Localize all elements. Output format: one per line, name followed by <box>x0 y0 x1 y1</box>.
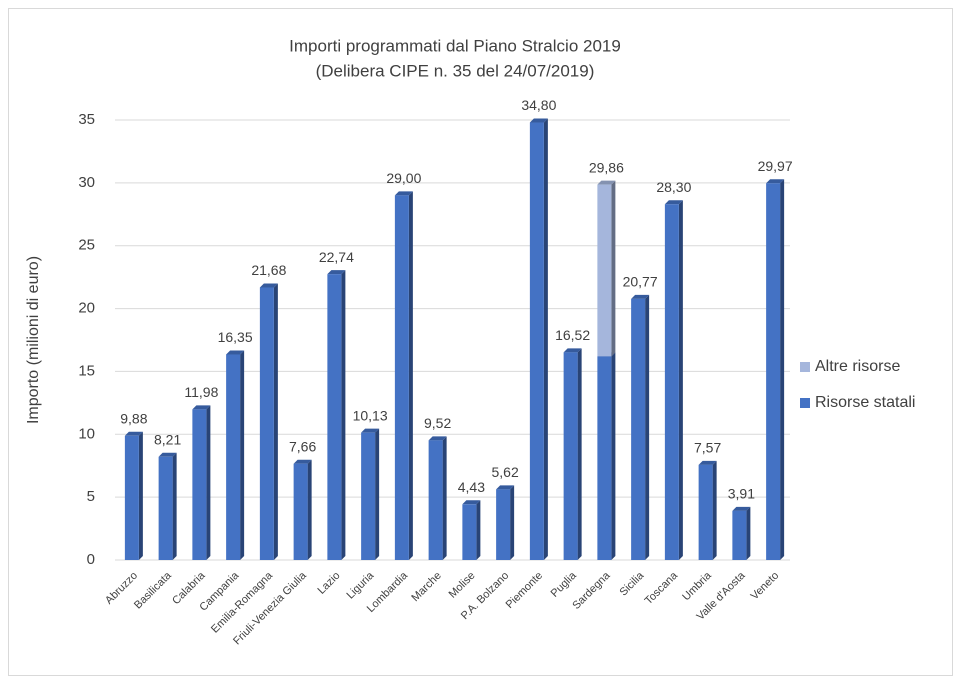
bar-side <box>543 118 548 560</box>
legend-label: Risorse statali <box>815 394 915 411</box>
bar-side <box>611 180 616 357</box>
value-label: 4,43 <box>458 479 485 495</box>
bar-side <box>240 350 245 560</box>
bar <box>563 352 578 560</box>
y-tick-label: 25 <box>78 237 95 254</box>
value-label: 8,21 <box>154 431 181 447</box>
bar-top <box>124 431 143 436</box>
legend-label: Altre risorse <box>815 358 900 375</box>
bar-side <box>476 500 481 560</box>
chart-frame <box>8 8 953 676</box>
value-label: 5,62 <box>492 464 519 480</box>
bar-top <box>226 350 245 355</box>
bar-side <box>172 452 177 560</box>
bar <box>124 435 139 560</box>
bar <box>158 456 173 560</box>
bar <box>192 409 207 560</box>
value-label: 7,66 <box>289 438 316 454</box>
bar-side <box>712 460 717 560</box>
value-label: 29,97 <box>758 158 793 174</box>
bar-top <box>158 452 177 457</box>
value-label: 28,30 <box>656 179 691 195</box>
value-label: 21,68 <box>251 262 286 278</box>
bar <box>226 354 241 560</box>
bar-top <box>394 191 413 196</box>
bar-side <box>678 200 683 560</box>
bar-top <box>698 460 717 465</box>
bar-side <box>408 191 413 560</box>
bar <box>766 183 781 560</box>
bar <box>664 204 679 560</box>
bar-top <box>462 500 481 505</box>
bar-top <box>496 485 515 490</box>
bar-top <box>192 405 211 410</box>
y-tick-label: 15 <box>78 362 95 379</box>
value-label: 11,98 <box>184 384 218 400</box>
bar-top <box>597 180 616 185</box>
value-label: 16,35 <box>218 329 253 345</box>
bar-side <box>206 405 211 560</box>
bar-side <box>577 348 582 560</box>
value-label: 9,52 <box>424 415 451 431</box>
bar <box>597 356 612 560</box>
chart-subtitle: (Delibera CIPE n. 35 del 24/07/2019) <box>316 61 595 80</box>
legend-swatch <box>800 362 810 372</box>
value-label: 20,77 <box>623 274 658 290</box>
bar <box>428 440 443 560</box>
bar-top <box>293 459 312 464</box>
bar <box>462 504 477 560</box>
bar-side <box>611 352 616 560</box>
value-label: 9,88 <box>120 410 147 426</box>
y-tick-label: 35 <box>78 111 95 128</box>
bar-side <box>510 485 515 560</box>
bar-side <box>442 436 447 560</box>
bar <box>293 463 308 560</box>
value-label: 3,91 <box>728 486 755 502</box>
bar <box>732 510 747 560</box>
bar-side <box>273 283 278 560</box>
bar-top <box>664 200 683 205</box>
y-tick-label: 30 <box>78 174 95 191</box>
y-tick-label: 0 <box>87 551 95 568</box>
bar-top <box>631 294 650 299</box>
bar-top <box>327 270 346 275</box>
bar <box>259 287 274 560</box>
y-tick-label: 20 <box>78 300 95 317</box>
bar <box>361 432 376 560</box>
bar-top <box>563 348 582 353</box>
chart-title: Importi programmati dal Piano Stralcio 2… <box>289 36 621 55</box>
value-label: 16,52 <box>555 327 590 343</box>
y-tick-label: 10 <box>78 425 95 442</box>
bar <box>327 274 342 560</box>
bar-top <box>766 179 785 184</box>
y-tick-label: 5 <box>87 488 95 505</box>
bar <box>631 298 646 560</box>
value-label: 22,74 <box>319 249 354 265</box>
bar-top <box>259 283 278 288</box>
value-label: 29,86 <box>589 159 624 175</box>
value-label: 10,13 <box>353 407 388 423</box>
value-label: 7,57 <box>694 440 721 456</box>
bar-side <box>138 431 143 560</box>
bar-side <box>307 459 312 560</box>
bar-top <box>732 506 751 511</box>
bar <box>529 122 544 560</box>
value-label: 34,80 <box>521 97 556 113</box>
bar-top <box>361 428 380 433</box>
bar-side <box>645 294 650 560</box>
value-label: 29,00 <box>386 170 421 186</box>
bar <box>597 184 612 357</box>
bar-side <box>780 179 785 560</box>
bar-side <box>375 428 380 560</box>
bar <box>496 489 511 560</box>
bar-top <box>529 118 548 123</box>
y-axis-label: Importo (milioni di euro) <box>25 256 42 424</box>
bar-side <box>341 270 346 560</box>
bar <box>394 195 409 560</box>
bar <box>698 464 713 560</box>
bar-top <box>428 436 447 441</box>
legend-swatch <box>800 398 810 408</box>
bar-side <box>746 506 751 560</box>
